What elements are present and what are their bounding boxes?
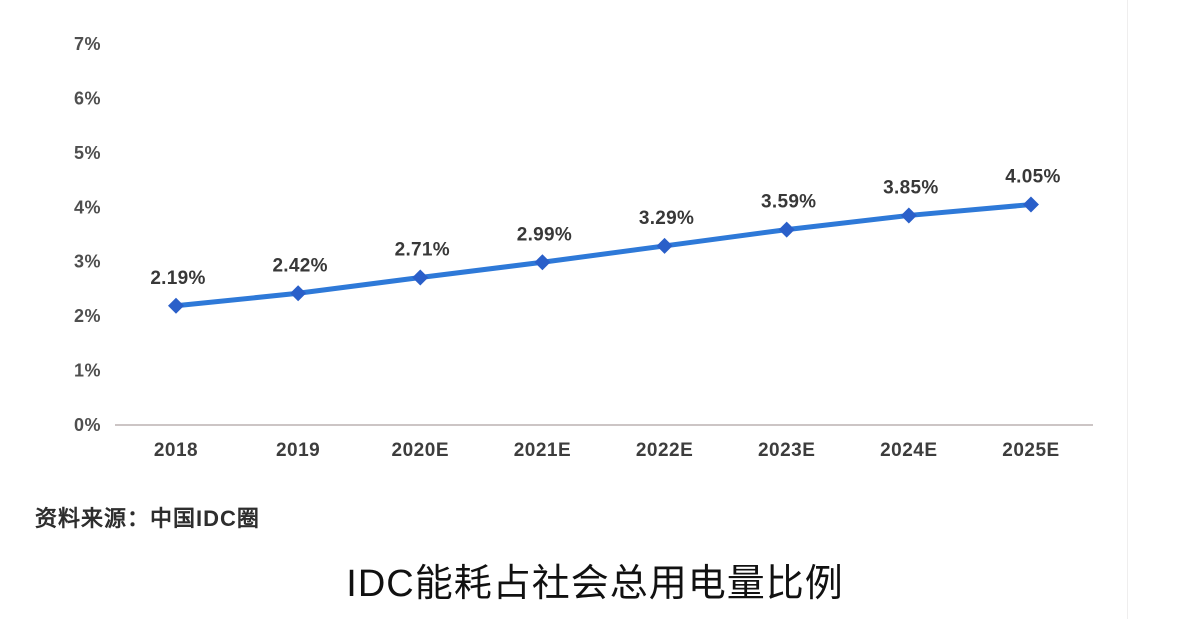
y-axis-tick-4%: 4% — [74, 197, 101, 217]
x-axis-label-2025E: 2025E — [1002, 440, 1059, 461]
y-axis-tick-2%: 2% — [74, 306, 101, 326]
chart-title: IDC能耗占社会总用电量比例 — [346, 563, 844, 605]
x-axis-label-2023E: 2023E — [758, 440, 815, 461]
data-point-marker-2021E — [534, 254, 551, 271]
data-point-marker-2022E — [656, 237, 673, 254]
data-point-label-2023E: 3.59% — [761, 192, 816, 213]
data-point-label-2024E: 3.85% — [883, 177, 938, 198]
data-point-label-2018: 2.19% — [150, 268, 205, 289]
data-point-marker-2018 — [168, 297, 184, 314]
data-point-marker-2020E — [412, 269, 429, 286]
y-axis-tick-7%: 7% — [74, 34, 101, 54]
x-axis-label-2020E: 2020E — [392, 440, 449, 461]
data-line — [173, 202, 1034, 309]
data-point-marker-2023E — [778, 221, 795, 238]
data-point-marker-2019 — [290, 285, 307, 302]
data-point-label-2022E: 3.29% — [639, 208, 694, 229]
data-point-label-2021E: 2.99% — [517, 224, 572, 245]
y-axis-tick-5%: 5% — [74, 143, 101, 163]
y-axis-tick-3%: 3% — [74, 252, 101, 272]
x-axis-label-2021E: 2021E — [514, 440, 571, 461]
y-axis-tick-0%: 0% — [74, 415, 101, 435]
data-point-label-2020E: 2.71% — [395, 239, 450, 260]
data-point-marker-2025E — [1022, 196, 1039, 213]
x-axis-label-2019: 2019 — [276, 440, 320, 461]
data-point-marker-2024E — [900, 207, 917, 224]
x-axis-label-2018: 2018 — [154, 440, 198, 461]
source-note: 资料来源：中国IDC圈 — [35, 506, 260, 531]
x-axis-label-2022E: 2022E — [636, 440, 693, 461]
y-axis-tick-6%: 6% — [74, 88, 101, 108]
y-axis-tick-1%: 1% — [74, 361, 101, 381]
data-point-label-2025E: 4.05% — [1005, 167, 1060, 188]
data-point-label-2019: 2.42% — [272, 255, 327, 276]
background-seam — [1127, 0, 1128, 619]
x-axis-label-2024E: 2024E — [880, 440, 937, 461]
